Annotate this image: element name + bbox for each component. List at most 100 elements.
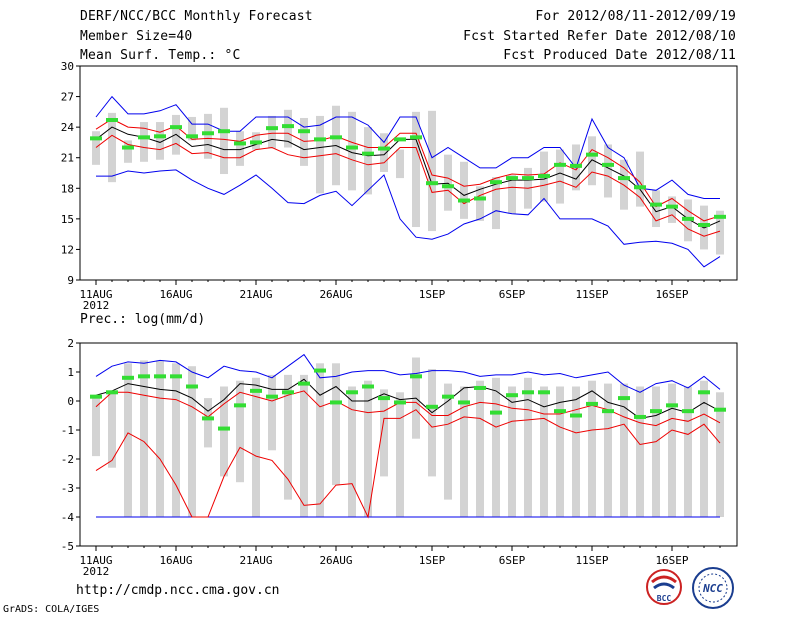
box — [604, 383, 612, 517]
box — [124, 140, 132, 163]
box — [348, 111, 356, 191]
box — [188, 366, 196, 517]
y-tick-label: -2 — [61, 453, 74, 466]
box — [300, 117, 308, 166]
mean-marker — [106, 118, 118, 123]
mean-marker — [618, 176, 630, 181]
y-tick-label: -3 — [61, 482, 74, 495]
source-url[interactable]: http://cmdp.ncc.cma.gov.cn — [76, 583, 280, 598]
box — [604, 144, 612, 198]
mean-marker — [394, 137, 406, 142]
max-line — [95, 95, 720, 199]
mean-marker — [378, 146, 390, 151]
box — [316, 115, 324, 194]
x-year-label: 2012 — [83, 565, 110, 578]
mean-marker — [410, 374, 422, 379]
mean-marker — [186, 384, 198, 389]
min-line — [96, 169, 721, 268]
box — [92, 131, 100, 165]
mean-marker — [650, 409, 662, 414]
mean-marker — [218, 129, 230, 134]
y-tick-label: -1 — [61, 424, 74, 437]
mean-marker — [490, 180, 502, 185]
y-tick-label: -4 — [61, 511, 75, 524]
mean-marker — [122, 145, 134, 150]
x-tick-label: 21AUG — [239, 554, 272, 567]
mean-marker — [426, 181, 438, 186]
box — [508, 175, 516, 214]
member-size-label: Member Size=40 — [80, 29, 193, 44]
box — [348, 386, 356, 517]
x-tick-label: 11AUG — [79, 554, 112, 567]
mean-marker — [314, 368, 326, 373]
x-tick-label: 16SEP — [655, 554, 688, 567]
box — [124, 363, 132, 517]
mean-marker — [442, 184, 454, 189]
x-tick-label: 11AUG — [79, 288, 112, 301]
mean-marker — [714, 407, 726, 412]
mean-marker — [522, 176, 534, 181]
box — [476, 380, 484, 517]
mean-marker — [554, 409, 566, 414]
mean-marker — [554, 162, 566, 167]
median-line — [95, 126, 721, 229]
chart-title: DERF/NCC/BCC Monthly Forecast — [80, 9, 313, 24]
mean-marker — [634, 185, 646, 190]
y-tick-label: 30 — [61, 60, 74, 73]
mean-marker — [362, 384, 374, 389]
mean-marker — [666, 403, 678, 408]
mean-marker — [154, 134, 166, 139]
max-line — [95, 353, 721, 393]
box — [636, 151, 644, 207]
mean-marker — [634, 414, 646, 419]
y-tick-label: 9 — [67, 274, 74, 287]
x-tick-label: 1SEP — [419, 288, 446, 301]
mean-marker — [618, 396, 630, 401]
box — [524, 377, 532, 517]
box — [556, 386, 564, 517]
mean-marker — [186, 134, 198, 139]
y-tick-label: 2 — [67, 337, 74, 350]
box — [620, 383, 628, 517]
y-tick-label: 1 — [67, 366, 74, 379]
box — [444, 383, 452, 500]
box — [172, 363, 180, 517]
mean-marker — [586, 401, 598, 406]
mean-marker — [138, 135, 150, 140]
x-tick-label: 21AUG — [239, 288, 272, 301]
box — [140, 360, 148, 517]
mean-marker — [234, 403, 246, 408]
x-tick-label: 16AUG — [159, 554, 192, 567]
y-tick-label: 24 — [61, 121, 75, 134]
y-tick-label: 12 — [61, 243, 74, 256]
box — [428, 369, 436, 477]
mean-marker — [138, 374, 150, 379]
mean-marker — [522, 390, 534, 395]
mean-marker — [282, 124, 294, 129]
box — [652, 190, 660, 228]
grads-credit: GrADS: COLA/IGES — [3, 604, 100, 615]
mean-marker — [330, 135, 342, 140]
box — [588, 380, 596, 517]
y-tick-label: 18 — [61, 182, 74, 195]
mean-marker — [122, 375, 134, 380]
mean-marker — [378, 396, 390, 401]
mean-marker — [570, 163, 582, 168]
mean-marker — [394, 400, 406, 405]
box — [220, 386, 228, 477]
mean-marker — [266, 394, 278, 399]
mean-marker — [538, 390, 550, 395]
box — [684, 386, 692, 517]
box — [204, 398, 212, 448]
box — [572, 386, 580, 517]
box — [284, 109, 292, 148]
mean-marker — [682, 409, 694, 414]
mean-marker — [698, 222, 710, 227]
box — [364, 127, 372, 195]
ncc-logo-label: NCC — [702, 582, 723, 595]
x-tick-label: 16SEP — [655, 288, 688, 301]
mean-marker — [346, 145, 358, 150]
box — [380, 133, 388, 172]
mean-marker — [202, 131, 214, 136]
mean-marker — [170, 374, 182, 379]
